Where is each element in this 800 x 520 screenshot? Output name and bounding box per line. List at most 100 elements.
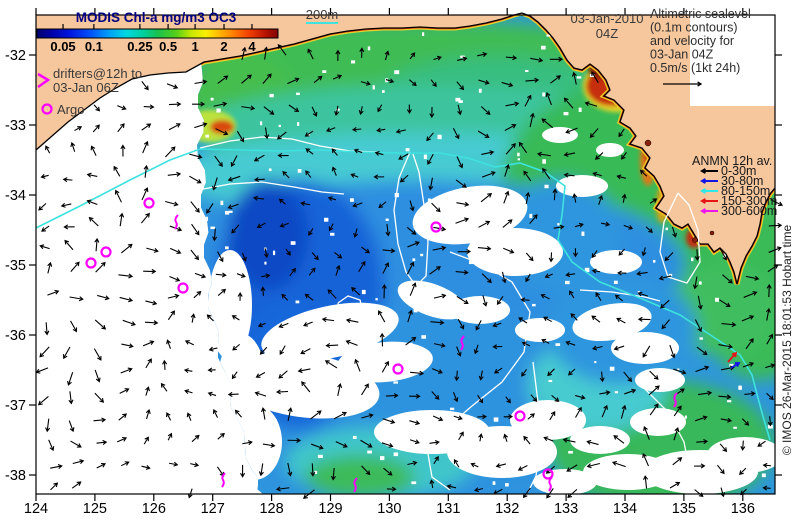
velocity-arrow	[231, 371, 238, 380]
velocity-arrow	[301, 381, 311, 393]
velocity-arrow	[361, 246, 370, 254]
velocity-arrow	[648, 385, 660, 396]
cloud-speckle	[738, 385, 742, 390]
velocity-arrow	[122, 319, 136, 326]
cloud-blob	[510, 400, 586, 440]
anmn-arrow	[700, 208, 718, 214]
velocity-arrow	[143, 268, 157, 274]
velocity-arrow	[254, 391, 267, 397]
velocity-arrow	[288, 104, 300, 113]
velocity-arrow	[617, 270, 627, 276]
velocity-arrow	[190, 201, 200, 213]
velocity-arrow	[409, 439, 420, 445]
anmn-label: 150-300m	[721, 194, 777, 208]
cloud-speckle	[224, 210, 230, 215]
cloud-speckle	[449, 407, 455, 411]
velocity-arrow	[456, 81, 465, 91]
velocity-arrow	[624, 388, 637, 395]
velocity-arrow	[377, 104, 383, 113]
velocity-arrow	[545, 91, 552, 106]
velocity-arrow	[456, 156, 464, 169]
velocity-arrow	[374, 150, 384, 156]
cloud-speckle	[609, 366, 615, 371]
velocity-arrow	[517, 464, 528, 471]
velocity-arrow	[361, 413, 374, 419]
cloud-blob	[583, 454, 673, 490]
velocity-arrow	[277, 152, 289, 159]
velocity-arrow	[120, 243, 133, 254]
velocity-arrow	[660, 299, 670, 309]
cloud-speckle	[563, 111, 569, 116]
velocity-arrow	[113, 165, 121, 177]
cloud-speckle	[296, 92, 300, 96]
x-tick-label: 133	[554, 501, 578, 517]
velocity-arrow	[353, 148, 363, 154]
cloud-blob	[397, 280, 467, 320]
velocity-arrow	[303, 321, 313, 327]
cloud-speckle	[421, 32, 425, 36]
velocity-arrow	[456, 346, 462, 357]
colorbar-tick-label: 0.5	[159, 39, 177, 54]
anmn-row: 300-600m	[700, 204, 777, 218]
velocity-arrow	[433, 455, 439, 465]
altimetry-note: Altimetric sealevel(0.1m contours)and ve…	[650, 7, 751, 75]
x-tick-label: 136	[731, 501, 755, 517]
cloud-speckle	[295, 300, 300, 304]
cloud-speckle	[544, 234, 548, 238]
velocity-arrow	[696, 346, 708, 356]
velocity-arrow	[68, 420, 75, 433]
velocity-arrow	[236, 273, 246, 278]
velocity-arrow	[142, 140, 149, 154]
anmn-row: 30-80m	[700, 174, 763, 188]
velocity-arrow	[525, 273, 531, 283]
velocity-arrow	[452, 127, 460, 140]
cloud-speckle	[493, 417, 499, 422]
cloud-speckle	[613, 280, 618, 284]
velocity-arrow	[649, 403, 659, 416]
velocity-arrow	[649, 198, 658, 204]
velocity-arrow	[70, 141, 76, 152]
velocity-arrow	[164, 146, 176, 158]
velocity-arrow	[385, 393, 399, 399]
velocity-arrow	[562, 437, 576, 443]
cloud-speckle	[408, 342, 413, 346]
velocity-arrow	[331, 148, 338, 156]
cloud-speckle	[691, 257, 694, 262]
cloud-speckle	[550, 400, 554, 404]
velocity-arrow	[432, 368, 443, 374]
velocity-arrow	[406, 104, 412, 114]
velocity-arrow	[263, 106, 275, 115]
cloud-speckle	[665, 227, 669, 231]
velocity-arrow	[169, 276, 181, 282]
x-tick-label: 129	[318, 501, 342, 517]
cloud-speckle	[559, 481, 565, 485]
velocity-arrow	[39, 244, 50, 250]
cloud-speckle	[352, 435, 357, 439]
velocity-arrow	[40, 173, 49, 179]
velocity-arrow	[358, 106, 364, 116]
velocity-arrow	[232, 343, 241, 351]
velocity-arrow	[598, 194, 604, 205]
velocity-arrow	[215, 128, 229, 136]
cloud-speckle	[413, 308, 418, 313]
cloud-speckle	[733, 426, 737, 429]
velocity-arrow	[480, 106, 491, 115]
velocity-arrow	[643, 426, 650, 440]
cloud-blob	[337, 341, 433, 383]
velocity-arrow	[321, 317, 335, 323]
cloud-speckle	[289, 328, 294, 332]
velocity-arrow	[698, 390, 713, 396]
velocity-arrow	[473, 487, 484, 493]
velocity-arrow	[189, 175, 202, 184]
drifter-marks	[85, 197, 741, 493]
velocity-arrow	[642, 345, 651, 358]
velocity-arrow	[567, 368, 576, 376]
velocity-arrow	[169, 247, 182, 255]
velocity-arrow	[574, 222, 584, 228]
velocity-arrow	[304, 293, 314, 301]
velocity-arrow	[565, 272, 576, 278]
copyright: © IMOS 26-Mar-2015 18:01:53 Hobart time	[780, 225, 794, 456]
velocity-arrow	[399, 174, 409, 183]
velocity-arrow	[48, 439, 55, 452]
date-line1: 03-Jan-2010	[571, 11, 644, 26]
